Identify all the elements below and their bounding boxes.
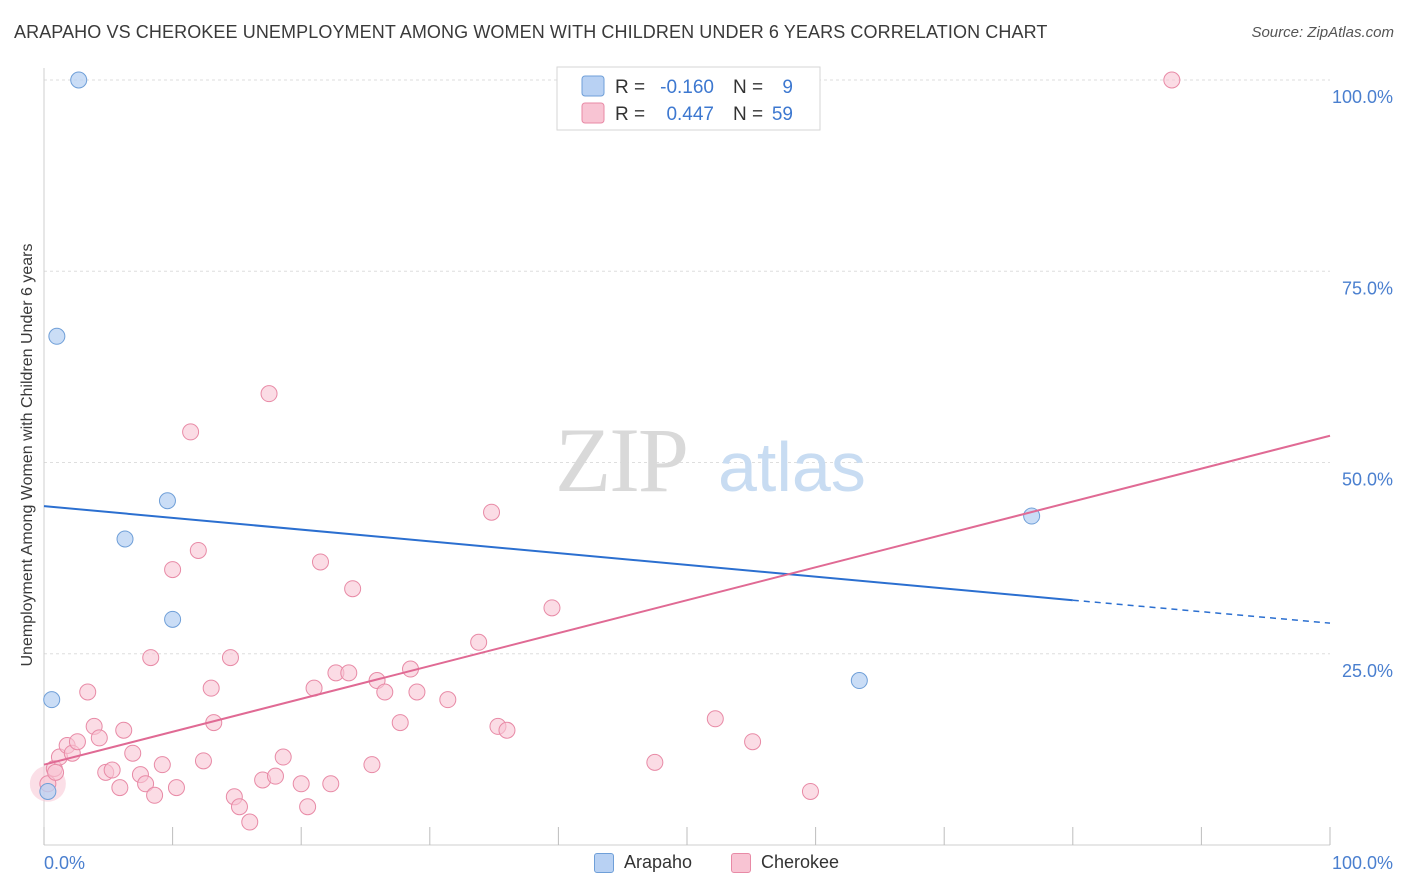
cherokee-point-38 (311, 553, 329, 571)
y-tick-label-2: 75.0% (1342, 278, 1393, 298)
axes (43, 68, 1331, 846)
cherokee-point-14 (124, 744, 142, 762)
source-label: Source: ZipAtlas.com (1251, 24, 1394, 41)
legend-bottom-swatch-arapaho (594, 852, 614, 873)
cherokee-point-9 (90, 729, 108, 747)
cherokee-point-20 (164, 561, 182, 579)
cherokee-point-2 (47, 763, 65, 781)
cherokee-point-49 (439, 691, 457, 709)
legend-n-value-arapaho: 9 (782, 77, 793, 98)
legend-item-cherokee: Cherokee (731, 852, 839, 873)
cherokee-point-54 (543, 599, 561, 617)
legend-bottom-label-arapaho: Arapaho (624, 852, 693, 872)
arapaho-trend-line (43, 505, 1073, 602)
legend-swatch-arapaho (581, 75, 605, 97)
legend-n-label-arapaho: N = (733, 77, 763, 98)
cherokee-point-42 (344, 580, 362, 598)
legend-bottom: Arapaho Cherokee (0, 850, 1406, 880)
y-tick-label-1: 50.0% (1342, 470, 1393, 490)
cherokee-point-7 (79, 683, 97, 701)
legend-n-value-cherokee: 59 (772, 104, 793, 125)
cherokee-point-36 (299, 798, 317, 816)
watermark-atlas: atlas (718, 428, 866, 506)
x-tick-label-1: 100.0% (1332, 853, 1393, 873)
legend-r-value-cherokee: 0.447 (666, 104, 714, 125)
arapaho-trend-extension (1072, 599, 1331, 624)
cherokee-point-58 (801, 782, 819, 800)
cherokee-point-11 (103, 761, 121, 779)
legend-r-label-arapaho: R = (615, 77, 645, 98)
grid-lines (44, 79, 1330, 655)
cherokee-point-25 (202, 679, 220, 697)
cherokee-point-43 (363, 756, 381, 774)
arapaho-point-0 (39, 782, 57, 800)
x-tick-label-0: 0.0% (44, 853, 85, 873)
watermark-zip: ZIP (555, 409, 687, 511)
arapaho-point-6 (164, 610, 182, 628)
chart-title: ARAPAHO VS CHEROKEE UNEMPLOYMENT AMONG W… (14, 22, 1048, 42)
legend-item-arapaho: Arapaho (594, 852, 692, 873)
cherokee-point-50 (470, 633, 488, 651)
arapaho-point-4 (116, 530, 134, 548)
cherokee-point-33 (266, 767, 284, 785)
cherokee-point-27 (221, 649, 239, 667)
cherokee-point-16 (137, 775, 155, 793)
arapaho-point-2 (70, 71, 88, 89)
cherokee-point-34 (274, 748, 292, 766)
legend-bottom-label-cherokee: Cherokee (761, 852, 840, 872)
legend-r-value-arapaho: -0.160 (660, 77, 714, 98)
arapaho-point-5 (158, 492, 176, 510)
cherokee-point-46 (391, 714, 409, 732)
cherokee-point-17 (142, 649, 160, 667)
cherokee-point-51 (483, 503, 501, 521)
cherokee-point-23 (189, 541, 207, 559)
cherokee-point-21 (167, 779, 185, 797)
cherokee-point-57 (744, 733, 762, 751)
cherokee-point-56 (706, 710, 724, 728)
y-tick-label-3: 100.0% (1332, 87, 1393, 107)
cherokee-point-29 (230, 798, 248, 816)
cherokee-point-59 (1163, 71, 1181, 89)
cherokee-point-45 (376, 683, 394, 701)
cherokee-point-35 (292, 775, 310, 793)
arapaho-point-3 (48, 327, 66, 345)
cherokee-point-19 (153, 756, 171, 774)
cherokee-point-48 (408, 683, 426, 701)
arapaho-point-7 (850, 672, 868, 690)
trend-lines (43, 434, 1331, 766)
y-tick-label-0: 25.0% (1342, 661, 1393, 681)
legend-r-label-cherokee: R = (615, 104, 645, 125)
cherokee-point-32 (260, 385, 278, 403)
tick-labels: 25.0% 50.0% 75.0% 100.0% 0.0% 100.0% (44, 87, 1393, 873)
cherokee-point-18 (146, 786, 164, 804)
legend-top: R = -0.160 N = 9 R = 0.447 N = 59 (556, 66, 821, 131)
cherokee-point-12 (111, 779, 129, 797)
cherokee-point-53 (498, 721, 516, 739)
legend-n-label-cherokee: N = (733, 104, 763, 125)
watermark: ZIP atlas (555, 409, 866, 511)
cherokee-point-13 (115, 721, 133, 739)
cherokee-point-55 (646, 753, 664, 771)
cherokee-point-22 (182, 423, 200, 441)
legend-swatch-cherokee (581, 102, 605, 124)
cherokee-point-41 (340, 664, 358, 682)
cherokee-point-39 (322, 775, 340, 793)
data-points (29, 71, 1181, 831)
arapaho-point-1 (43, 691, 61, 709)
cherokee-point-30 (241, 813, 259, 831)
legend-bottom-swatch-cherokee (731, 852, 751, 873)
cherokee-point-6 (68, 733, 86, 751)
cherokee-point-24 (194, 752, 212, 770)
cherokee-trend-line (43, 434, 1331, 766)
